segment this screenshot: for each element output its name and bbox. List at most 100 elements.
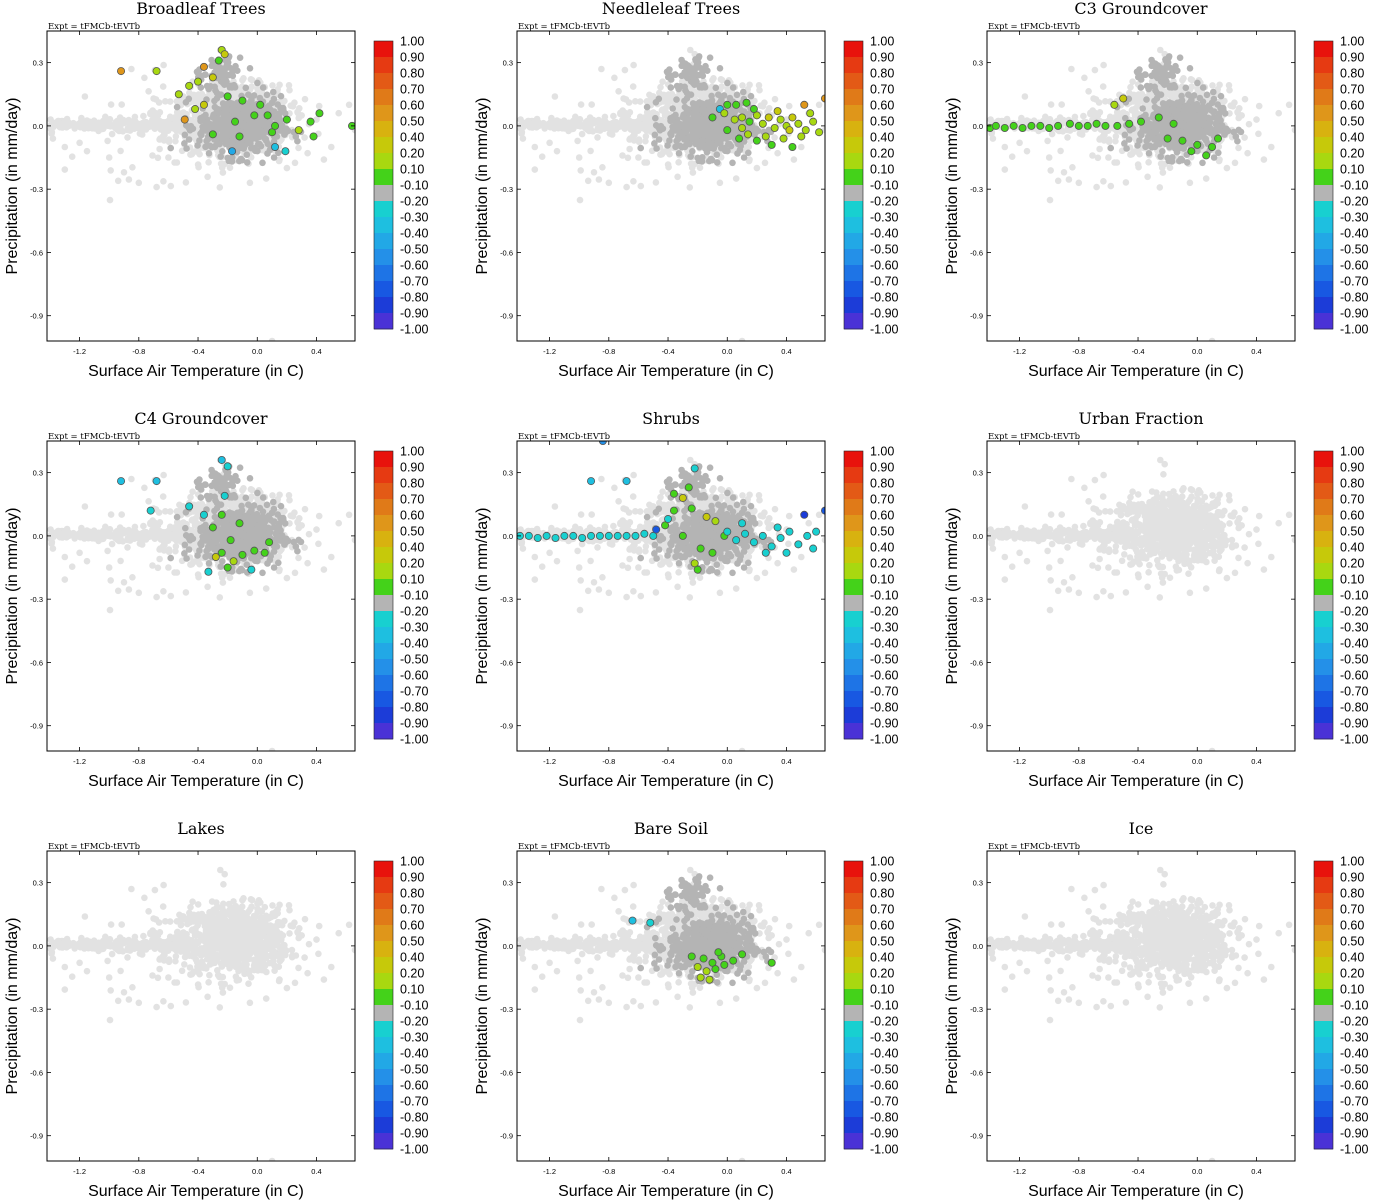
scatter-points [987, 46, 1295, 341]
colorbar-segment [844, 297, 863, 314]
background-point [771, 95, 779, 103]
gray-point [752, 128, 760, 136]
background-point [624, 154, 632, 162]
colorbar-segment [374, 265, 393, 282]
gray-point [185, 95, 193, 103]
background-point [1102, 98, 1109, 105]
highlight-point [773, 107, 782, 116]
background-point [783, 116, 790, 123]
colorbar-label: 0.50 [870, 115, 894, 129]
gray-point [673, 137, 680, 145]
gray-point [700, 81, 708, 89]
background-point [248, 76, 256, 84]
gray-point [689, 70, 697, 78]
background-point [629, 83, 637, 90]
gray-point [694, 106, 701, 113]
x-tick-label: -1.2 [73, 347, 86, 356]
background-point [1209, 82, 1216, 89]
highlight-point [306, 117, 315, 126]
y-axis-label: Precipitation (in mm/day) [474, 98, 491, 275]
gray-point [706, 102, 713, 110]
y-tick-label: -0.6 [500, 248, 513, 257]
gray-point [669, 113, 677, 121]
highlight-point [199, 100, 208, 109]
x-tick-label: 0.0 [252, 347, 262, 356]
background-point [128, 65, 135, 73]
background-point [78, 114, 85, 122]
background-point [642, 137, 649, 145]
gray-point [242, 84, 250, 92]
gray-point [683, 123, 691, 130]
background-point [1255, 102, 1263, 110]
highlight-point [256, 100, 265, 109]
background-point [716, 179, 724, 187]
colorbar-label: -0.70 [400, 275, 429, 289]
gray-point [230, 106, 238, 113]
background-point [269, 82, 276, 89]
colorbar-frame [373, 40, 394, 330]
gray-point [684, 74, 691, 82]
background-point [194, 161, 202, 168]
background-point [49, 135, 57, 142]
background-point [612, 122, 620, 129]
background-point [81, 93, 89, 100]
background-point [1127, 83, 1134, 91]
background-point [150, 95, 157, 102]
gray-point [710, 120, 717, 128]
gray-point [729, 159, 736, 167]
background-point [135, 179, 143, 187]
background-point [1144, 173, 1151, 181]
background-point [635, 154, 642, 161]
highlight-point [730, 115, 739, 124]
background-point [160, 128, 168, 136]
colorbar-label: 1.00 [400, 35, 424, 49]
gray-point [243, 151, 251, 158]
gray-point [197, 84, 205, 91]
gray-point [277, 104, 284, 112]
background-point [710, 75, 717, 82]
colorbar-segment [374, 313, 393, 330]
gray-point [689, 116, 697, 124]
background-point [541, 125, 548, 132]
background-point [611, 74, 618, 82]
gray-point [206, 142, 214, 150]
background-point [1221, 97, 1228, 105]
background-point [112, 119, 119, 126]
background-point [608, 131, 616, 138]
background-point [598, 65, 605, 73]
background-point [1245, 120, 1253, 128]
background-point [301, 134, 308, 141]
gray-point [697, 118, 704, 126]
background-point [636, 98, 644, 105]
gray-point [214, 106, 222, 114]
background-point [83, 147, 91, 155]
colorbar-segment [844, 41, 863, 58]
highlight-point [776, 115, 785, 124]
highlight-point [770, 124, 779, 133]
colorbar-segment [844, 137, 863, 154]
background-point [262, 175, 270, 182]
highlight-point [738, 113, 747, 122]
gray-point [226, 99, 233, 106]
background-point [798, 143, 805, 151]
highlight-point [214, 56, 223, 65]
y-tick-label: -0.6 [30, 248, 43, 257]
highlight-point [752, 111, 761, 120]
colorbar-label: 0.80 [870, 67, 894, 81]
gray-point [254, 79, 261, 87]
background-point [584, 177, 592, 185]
highlight-point [742, 98, 751, 107]
background-point [620, 95, 627, 102]
colorbar-label: 0.60 [870, 99, 894, 113]
gray-point [236, 102, 243, 110]
background-point [131, 117, 139, 125]
gray-point [238, 156, 246, 164]
background-point [746, 156, 753, 163]
background-point [1120, 109, 1127, 116]
background-point [551, 93, 559, 100]
gray-point [689, 127, 696, 134]
colorbar-label: 0.10 [870, 163, 894, 177]
background-point [107, 167, 114, 174]
highlight-point [761, 132, 770, 141]
